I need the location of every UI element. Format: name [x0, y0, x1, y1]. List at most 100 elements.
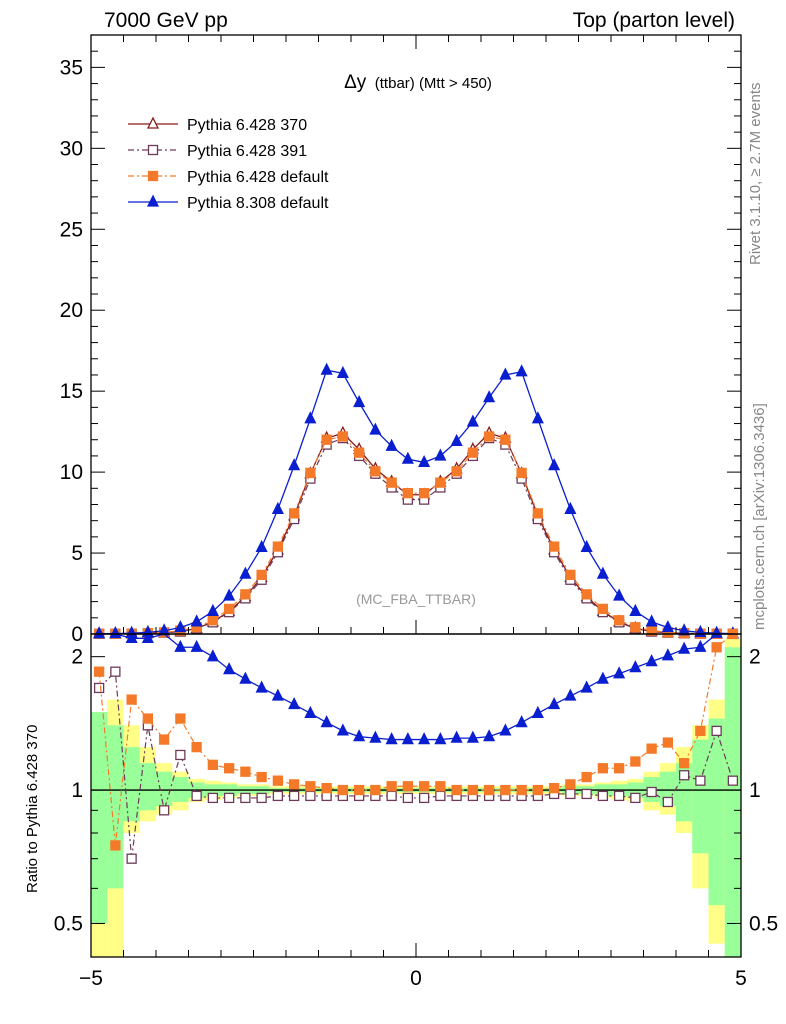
band-green-bin	[156, 771, 173, 807]
series-3-point	[500, 434, 511, 445]
series-3-point	[483, 431, 495, 442]
ratio-3-point	[450, 730, 463, 743]
ratio-3-point	[515, 715, 528, 728]
upper-y-tick-label: 35	[60, 56, 83, 79]
ratio-2-point	[532, 784, 544, 796]
ratio-3-point	[645, 654, 658, 667]
ratio-3-point	[353, 729, 366, 742]
ratio-2-point	[451, 784, 462, 796]
ratio-1-point	[93, 682, 105, 694]
series-3-point	[272, 541, 284, 552]
ratio-3-point	[499, 723, 512, 736]
ratio-2-point	[630, 756, 641, 767]
ratio-1-point	[581, 788, 592, 800]
ratio-1-point	[630, 792, 641, 804]
series-3-point	[532, 508, 544, 519]
ratio-1-point	[711, 725, 722, 737]
ratio-3-point	[466, 730, 479, 743]
ratio-2-point	[581, 771, 592, 783]
ratio-2-point	[386, 781, 397, 792]
ratio-2-point	[110, 840, 121, 851]
series-3-point	[321, 434, 332, 445]
series-4-point	[466, 414, 479, 427]
series-4-point	[223, 588, 236, 601]
series-3-point	[337, 431, 349, 442]
series-3-point	[630, 622, 641, 633]
ratio-3-point	[401, 732, 414, 745]
ratio-2-point	[175, 713, 186, 724]
series-3-point	[256, 569, 267, 581]
series-3-point	[613, 615, 625, 626]
series-4-point	[678, 623, 691, 636]
series-4-point	[271, 501, 284, 514]
series-3-point	[418, 488, 430, 499]
series-3-point	[548, 541, 560, 552]
ratio-3-point	[336, 723, 349, 736]
series-4-point	[353, 395, 366, 408]
header-left: 7000 GeV pp	[104, 9, 228, 32]
ratio-y-tick-label-right: 0.5	[749, 912, 778, 935]
ratio-2-point	[467, 784, 479, 796]
ratio-1-point	[126, 853, 137, 864]
ratio-2-point	[646, 743, 657, 754]
legend-marker-2	[147, 144, 159, 156]
band-green-bin	[139, 763, 156, 811]
series-4-point	[239, 566, 252, 579]
watermark: (MC_FBA_TTBAR)	[356, 591, 476, 607]
ratio-y-tick-label-right: 2	[749, 646, 761, 669]
ratio-2-point	[613, 763, 625, 774]
rivet-label: Rivet 3.1.10, ≥ 2.7M events	[747, 83, 764, 266]
series-4-point	[710, 625, 723, 638]
series-3-point	[353, 447, 365, 458]
ratio-3-point	[288, 697, 301, 710]
legend-label-4: Pythia 8.308 default	[187, 195, 329, 212]
series-3-point	[597, 603, 609, 615]
ratio-2-point	[321, 782, 332, 794]
ratio-1-point	[402, 792, 414, 804]
ratio-2-point	[207, 759, 219, 770]
ratio-2-point	[516, 784, 527, 796]
series-line-2	[99, 437, 733, 635]
ratio-ylabel: Ratio to Pythia 6.428 370	[24, 725, 41, 893]
ratio-3-point	[304, 705, 317, 718]
series-4-point	[288, 458, 301, 471]
series-4-point	[629, 603, 642, 616]
ratio-3-point	[206, 649, 219, 662]
mcplots-label: mcplots.cern.ch [arXiv:1306.3436]	[751, 403, 768, 630]
ratio-1-point	[565, 788, 576, 800]
series-3-point	[402, 488, 414, 499]
series-4-point	[483, 390, 496, 403]
band-green-bin	[107, 725, 124, 889]
plot-title-sub: (ttbar) (Mtt > 450)	[375, 75, 492, 92]
ratio-2-point	[435, 781, 446, 792]
ratio-3-point	[369, 730, 382, 743]
ratio-1-point	[435, 790, 446, 802]
series-4-point	[580, 539, 593, 553]
series-line-4	[99, 369, 733, 635]
series-4-point	[190, 614, 203, 627]
series-3-point	[435, 477, 446, 488]
legend-label-2: Pythia 6.428 391	[187, 143, 307, 160]
ratio-1-point	[223, 792, 235, 804]
series-4-point	[515, 364, 528, 377]
ratio-3-point	[629, 660, 642, 673]
ratio-3-point	[661, 648, 674, 661]
series-3-point	[467, 447, 479, 458]
series-4-point	[613, 588, 626, 601]
plot-title: Δy (ttbar) (Mtt > 450)	[344, 72, 492, 93]
ratio-2-point	[678, 758, 690, 769]
series-4-point	[434, 448, 447, 461]
ratio-1-point	[110, 666, 121, 677]
ratio-1-point	[727, 775, 739, 786]
ratio-1-point	[207, 792, 219, 804]
ratio-2-point	[402, 781, 414, 792]
ratio-2-point	[240, 766, 251, 777]
ratio-3-point	[694, 639, 707, 652]
legend-marker-1	[146, 116, 160, 129]
x-tick-label: 0	[410, 967, 422, 990]
ratio-y-tick-label-left: 1	[71, 779, 83, 802]
series-3-point	[240, 589, 251, 600]
ratio-3-point	[271, 688, 284, 701]
ratio-2-point	[353, 784, 365, 796]
